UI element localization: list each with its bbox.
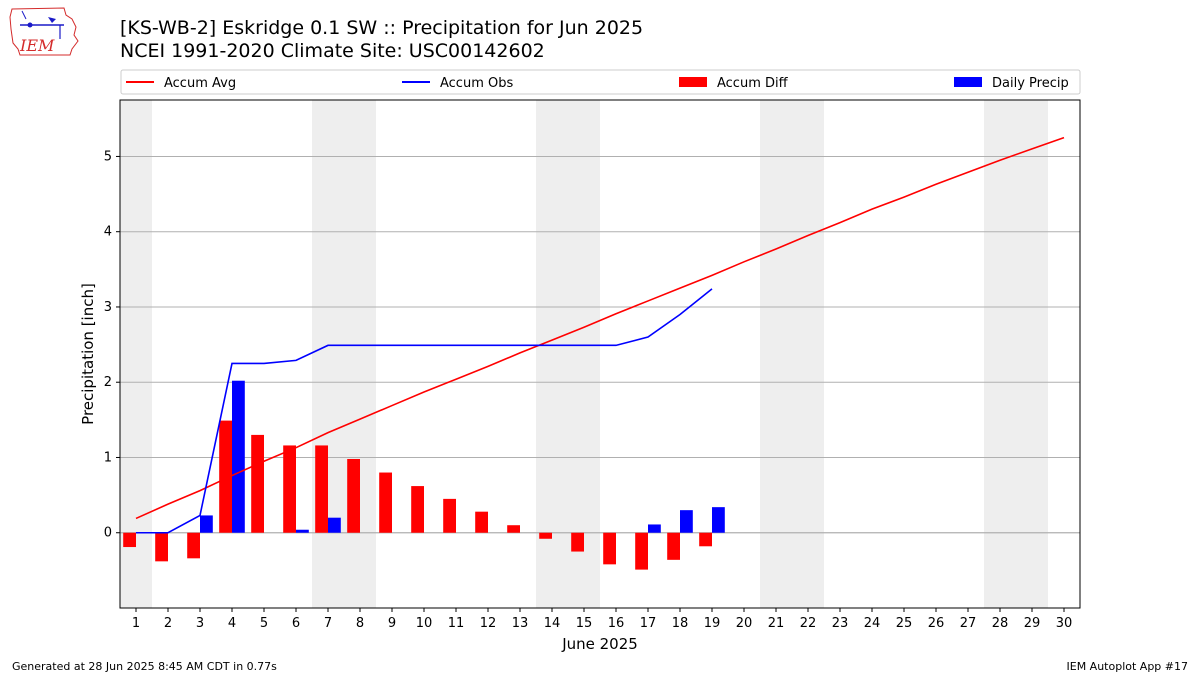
y-axis-ticks: 0 1 2 3 4 5 xyxy=(104,149,120,541)
accum-diff-bar xyxy=(443,498,456,533)
x-tick-label: 24 xyxy=(864,616,881,631)
accum-diff-bar xyxy=(379,472,392,533)
accum-diff-bar xyxy=(219,420,232,533)
y-gridlines xyxy=(120,155,1080,534)
weekend-band xyxy=(120,100,152,608)
x-tick-label: 30 xyxy=(1056,616,1073,631)
weekend-band xyxy=(536,100,568,608)
y-tick-label: 3 xyxy=(104,300,112,315)
accum-diff-bar xyxy=(187,532,200,559)
x-tick-label: 28 xyxy=(992,616,1009,631)
y-tick-label: 5 xyxy=(104,149,112,164)
weekend-band xyxy=(792,100,824,608)
y-tick-label: 4 xyxy=(104,225,112,240)
x-tick-label: 20 xyxy=(736,616,753,631)
accum-diff-bar xyxy=(251,434,264,533)
x-tick-label: 27 xyxy=(960,616,977,631)
x-tick-label: 25 xyxy=(896,616,913,631)
x-tick-label: 11 xyxy=(448,616,465,631)
x-tick-label: 17 xyxy=(640,616,657,631)
weekend-band xyxy=(568,100,600,608)
y-tick-label: 0 xyxy=(104,526,112,541)
accum-diff-bar xyxy=(603,532,616,565)
legend-label: Accum Avg xyxy=(164,76,236,91)
x-tick-label: 13 xyxy=(512,616,529,631)
x-tick-label: 26 xyxy=(928,616,945,631)
x-tick-label: 2 xyxy=(164,616,172,631)
y-tick-label: 1 xyxy=(104,450,112,465)
accum-diff-bar xyxy=(347,458,360,533)
x-tick-label: 22 xyxy=(800,616,817,631)
chart-legend: Accum Avg Accum Obs Accum Diff Daily Precip xyxy=(120,69,1081,95)
y-tick-label: 2 xyxy=(104,375,112,390)
weekend-band xyxy=(760,100,792,608)
weekend-shading xyxy=(120,100,1048,608)
accum-diff-bar xyxy=(411,486,424,533)
y-axis-label: Precipitation [inch] xyxy=(79,283,97,425)
x-tick-label: 23 xyxy=(832,616,849,631)
logo-text: IEM xyxy=(19,36,55,55)
legend-swatch xyxy=(679,77,707,87)
accum-avg-line xyxy=(135,136,1065,520)
x-tick-label: 21 xyxy=(768,616,785,631)
accum-diff-bar xyxy=(699,532,712,547)
daily-precip-bar xyxy=(648,524,661,533)
legend-label: Accum Obs xyxy=(440,76,513,91)
lines-layer xyxy=(135,136,1065,534)
chart-title: [KS-WB-2] Eskridge 0.1 SW :: Precipitati… xyxy=(120,17,644,39)
accum-diff-bar xyxy=(571,532,584,552)
accum-diff-bar xyxy=(283,445,296,533)
weekend-band xyxy=(984,100,1016,608)
x-tick-label: 1 xyxy=(132,616,140,631)
daily-precip-bar xyxy=(712,507,725,533)
accum-diff-bar xyxy=(315,445,328,533)
x-tick-label: 18 xyxy=(672,616,689,631)
x-axis-ticks: 1 2 3 4 5 6 7 8 9 10 11 12 13 14 15 16 17 18 19 20 21 22 23 24 2… xyxy=(132,608,1072,631)
legend-label: Accum Diff xyxy=(717,76,789,91)
accum-diff-bar xyxy=(539,532,552,539)
accum-diff-bar xyxy=(123,532,136,548)
accum-diff-bar xyxy=(507,525,520,533)
daily-precip-bar xyxy=(200,515,213,533)
chart-subtitle: NCEI 1991-2020 Climate Site: USC00142602 xyxy=(120,40,545,62)
daily-precip-bar xyxy=(232,380,245,533)
x-tick-label: 19 xyxy=(704,616,721,631)
x-tick-label: 6 xyxy=(292,616,300,631)
x-tick-label: 3 xyxy=(196,616,204,631)
legend-frame xyxy=(120,69,1081,95)
x-tick-label: 16 xyxy=(608,616,625,631)
legend-swatch xyxy=(954,77,982,87)
daily-precip-bar xyxy=(680,510,693,533)
iem-logo: IEM xyxy=(9,7,79,56)
accum-diff-bar xyxy=(155,532,168,562)
x-tick-label: 12 xyxy=(480,616,497,631)
accum-diff-bar xyxy=(667,532,680,560)
x-tick-label: 4 xyxy=(228,616,236,631)
x-tick-label: 14 xyxy=(544,616,561,631)
accum-diff-bar xyxy=(635,532,648,570)
footer-generated: Generated at 28 Jun 2025 8:45 AM CDT in … xyxy=(12,660,277,673)
footer-app: IEM Autoplot App #17 xyxy=(1066,660,1189,673)
weekend-band xyxy=(1016,100,1048,608)
plot-frame xyxy=(119,99,1081,609)
x-tick-label: 5 xyxy=(260,616,268,631)
daily-precip-bar xyxy=(328,517,341,533)
x-tick-label: 7 xyxy=(324,616,332,631)
accum-obs-line xyxy=(136,288,713,534)
accum-diff-bar xyxy=(475,511,488,533)
daily-precip-bar xyxy=(296,529,309,533)
x-tick-label: 9 xyxy=(388,616,396,631)
x-tick-label: 8 xyxy=(356,616,364,631)
legend-label: Daily Precip xyxy=(992,76,1069,91)
x-tick-label: 29 xyxy=(1024,616,1041,631)
bars-layer xyxy=(123,380,725,570)
x-axis-label: June 2025 xyxy=(561,635,638,653)
x-tick-label: 10 xyxy=(416,616,433,631)
x-tick-label: 15 xyxy=(576,616,593,631)
